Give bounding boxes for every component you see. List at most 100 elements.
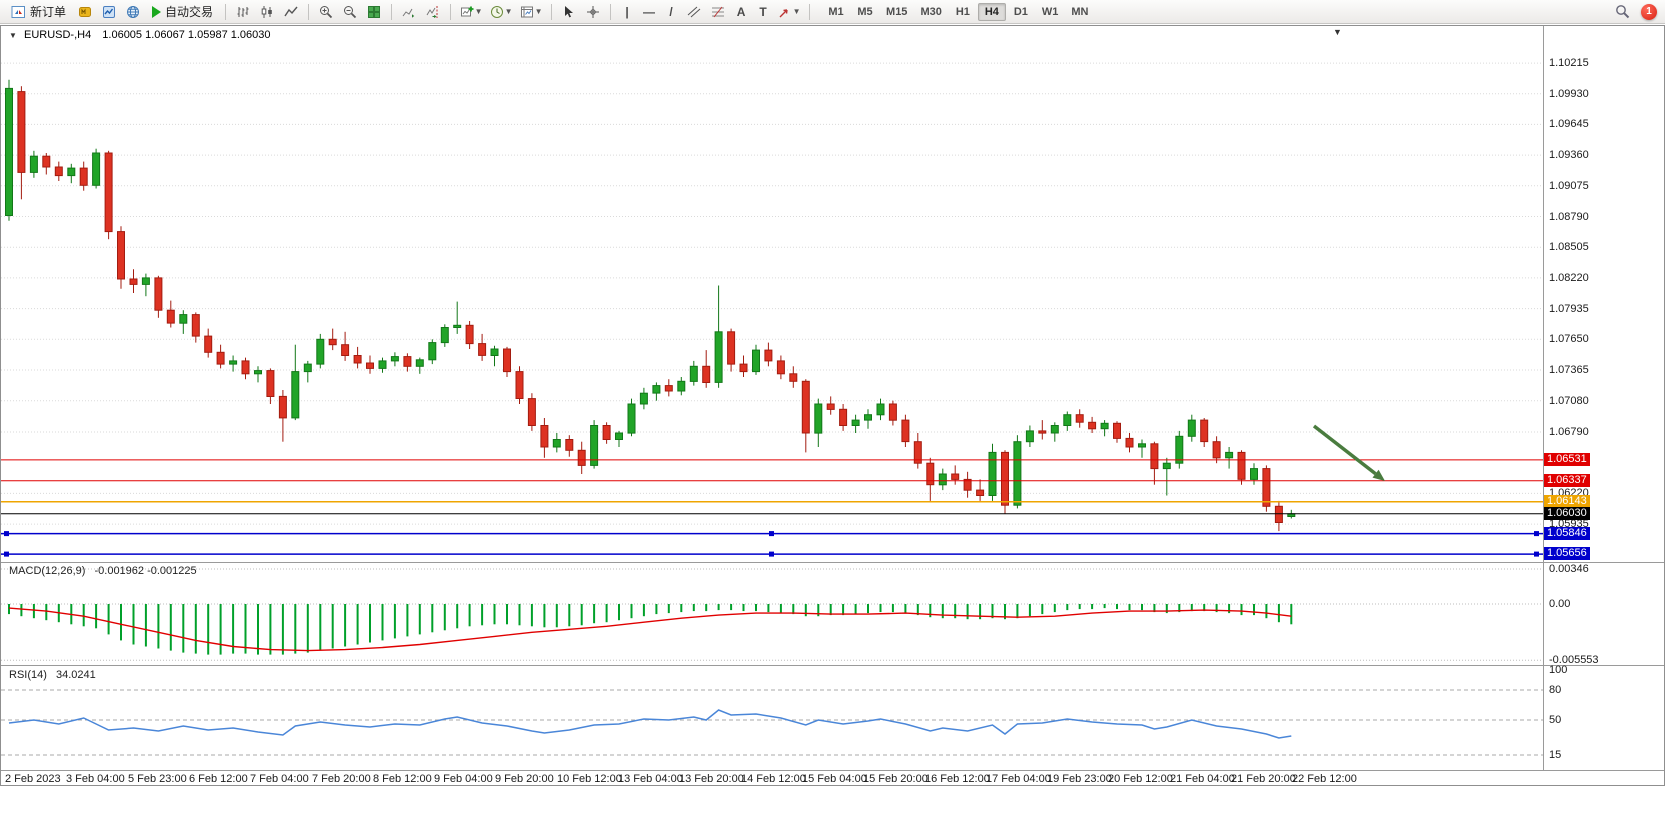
time-axis-label: 21 Feb 04:00 (1170, 773, 1235, 785)
time-axis-label: 14 Feb 12:00 (741, 773, 806, 785)
time-axis-label: 9 Feb 20:00 (495, 773, 554, 785)
horizontal-line-icon[interactable]: — (643, 4, 656, 19)
time-axis-label: 21 Feb 20:00 (1231, 773, 1296, 785)
price-axis-label: 1.09930 (1549, 88, 1589, 100)
auto-scroll-icon[interactable] (398, 2, 420, 22)
macd-histogram (8, 604, 1293, 655)
macd-axis-label: 0.00 (1549, 598, 1571, 610)
zoom-out-icon[interactable] (339, 2, 361, 22)
candlestick-chart-icon[interactable] (256, 2, 278, 22)
time-axis-label: 7 Feb 20:00 (312, 773, 371, 785)
time-axis-label: 15 Feb 20:00 (863, 773, 928, 785)
trendline-icon[interactable]: / (669, 4, 673, 19)
time-axis-label: 13 Feb 20:00 (679, 773, 744, 785)
timeframe-m30[interactable]: M30 (920, 5, 942, 18)
notification-badge[interactable]: 1 (1641, 3, 1657, 20)
line-handle[interactable] (769, 531, 774, 537)
crosshair-icon[interactable] (582, 2, 604, 22)
timeframe-h1[interactable]: H1 (955, 5, 970, 18)
time-axis-label: 17 Feb 04:00 (986, 773, 1051, 785)
macd-values: -0.001962 -0.001225 (94, 565, 197, 577)
macd-axis-label: 0.00346 (1549, 563, 1589, 575)
price-axis-label: 1.07080 (1549, 395, 1589, 407)
timeframe-w1[interactable]: W1 (1041, 5, 1059, 18)
toolbar-separator (610, 3, 612, 20)
market-watch-icon[interactable] (98, 2, 120, 22)
periods-button[interactable]: ▼ (487, 2, 515, 22)
time-axis-label: 9 Feb 04:00 (434, 773, 493, 785)
fibonacci-icon[interactable] (707, 2, 729, 22)
arrows-shapes-button[interactable]: ▼ (775, 2, 803, 22)
toolbar-separator (308, 3, 310, 20)
equidistant-channel-icon[interactable] (683, 2, 705, 22)
time-axis-label: 20 Feb 12:00 (1108, 773, 1173, 785)
rsi-indicator-label: RSI(14) 34.0241 (9, 669, 102, 681)
price-axis-label: 1.09075 (1549, 180, 1589, 192)
line-handle[interactable] (1534, 531, 1539, 537)
rsi-axis-label: 50 (1549, 714, 1562, 726)
price-line-badge: 1.05656 (1544, 547, 1590, 560)
rsi-name: RSI(14) (9, 669, 47, 681)
timeframe-mn[interactable]: MN (1071, 5, 1089, 18)
cursor-icon[interactable] (558, 2, 580, 22)
price-line-badge: 1.06337 (1544, 474, 1590, 487)
price-axis-label: 1.07650 (1549, 333, 1589, 345)
rsi-value: 34.0241 (55, 669, 96, 681)
price-axis-label: 1.09360 (1549, 149, 1589, 161)
text-icon[interactable]: A (736, 4, 746, 19)
toolbar-separator (225, 3, 227, 20)
price-axis-label: 1.07365 (1549, 364, 1589, 376)
time-axis-label: 22 Feb 12:00 (1292, 773, 1357, 785)
time-axis-label: 10 Feb 12:00 (557, 773, 622, 785)
timeframe-d1[interactable]: D1 (1013, 5, 1028, 18)
new-order-button[interactable]: 新订单 (4, 0, 72, 24)
price-line-badge: 1.05846 (1544, 527, 1590, 540)
autotrading-label: 自动交易 (165, 5, 214, 19)
chart-plot[interactable] (1, 26, 1664, 785)
trend-arrow[interactable] (1312, 424, 1385, 481)
tile-windows-icon[interactable] (363, 2, 385, 22)
chart-shift-icon[interactable] (422, 2, 444, 22)
time-axis-label: 19 Feb 23:00 (1047, 773, 1112, 785)
chart-ohlc-values: 1.06005 1.06067 1.05987 1.06030 (102, 29, 271, 41)
line-handle[interactable] (4, 531, 9, 537)
chart-symbol-period: EURUSD-,H4 (23, 29, 92, 41)
timeframe-m5[interactable]: M5 (857, 5, 873, 18)
macd-indicator-label: MACD(12,26,9) -0.001962 -0.001225 (9, 565, 203, 577)
search-icon[interactable] (1611, 2, 1633, 22)
toolbar-separator (450, 3, 452, 20)
rsi-line (8, 709, 1292, 739)
line-handle[interactable] (4, 551, 9, 557)
toolbar-separator (809, 3, 811, 20)
line-handle[interactable] (769, 551, 774, 557)
scroll-marker-icon[interactable]: ▼ (1333, 27, 1342, 37)
new-chart-button[interactable]: ▼ (457, 2, 485, 22)
time-axis-label: 5 Feb 23:00 (128, 773, 187, 785)
text-label-icon[interactable]: T (759, 4, 767, 19)
window-menu-icon[interactable]: ▼ (9, 31, 17, 40)
chart-window[interactable]: ▼ EURUSD-,H4 1.06005 1.06067 1.05987 1.0… (0, 25, 1665, 786)
toolbar-separator (551, 3, 553, 20)
time-axis-label: 13 Feb 04:00 (618, 773, 683, 785)
price-axis-label: 1.08505 (1549, 241, 1589, 253)
mql5-icon[interactable] (74, 2, 96, 22)
timeframe-m15[interactable]: M15 (886, 5, 908, 18)
timeframe-m1[interactable]: M1 (828, 5, 844, 18)
time-axis-label: 2 Feb 2023 (5, 773, 61, 785)
timeframe-h4[interactable]: H4 (977, 2, 1006, 21)
chevron-down-icon: ▼ (792, 7, 801, 16)
play-icon (152, 5, 162, 18)
new-order-icon (10, 2, 26, 22)
zoom-in-icon[interactable] (315, 2, 337, 22)
bar-chart-icon[interactable] (232, 2, 254, 22)
line-handle[interactable] (1534, 551, 1539, 557)
vertical-line-icon[interactable]: | (625, 4, 629, 19)
autotrading-button[interactable]: 自动交易 (146, 1, 219, 22)
candles (5, 79, 1296, 532)
macd-axis-label: -0.005553 (1549, 654, 1599, 666)
line-chart-icon[interactable] (280, 2, 302, 22)
price-axis-label: 1.06790 (1549, 426, 1589, 438)
toolbar-separator (391, 3, 393, 20)
templates-button[interactable]: ▼ (517, 2, 545, 22)
globe-icon[interactable] (122, 2, 144, 22)
